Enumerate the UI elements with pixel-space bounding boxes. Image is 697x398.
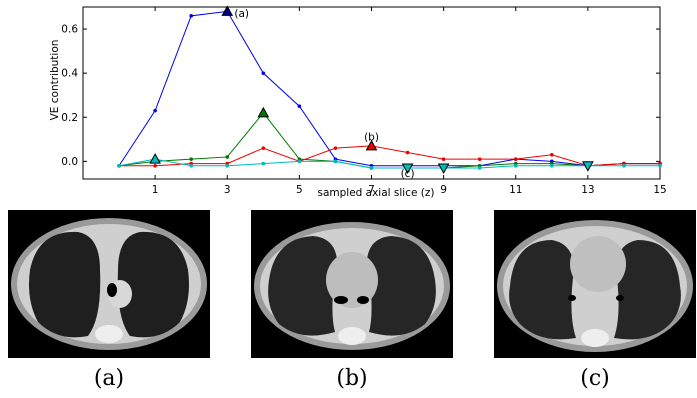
ct-image-c: [494, 210, 696, 358]
data-point: [189, 163, 193, 168]
triangle-marker: [149, 153, 161, 164]
y-tick-label: 0.0: [61, 156, 78, 168]
data-point: [189, 14, 193, 18]
caption-a: (a): [93, 366, 125, 391]
data-point: [405, 150, 410, 155]
data-point: [513, 163, 518, 168]
caption-c: (c): [580, 366, 610, 391]
ct-lung-slice-upper-icon: [8, 210, 210, 358]
x-tick-label: 3: [224, 184, 231, 196]
series-line-0: [118, 10, 660, 167]
x-tick-label: 9: [440, 184, 447, 196]
caption-b: (b): [336, 366, 368, 391]
data-point: [513, 157, 518, 161]
triangle-marker: [257, 106, 270, 118]
data-point: [550, 152, 554, 157]
x-tick-label: 15: [653, 184, 666, 196]
y-tick-label: 0.2: [61, 112, 78, 124]
ct-image-a: [8, 210, 210, 358]
annotations: (a) (b) (c): [234, 8, 414, 180]
data-point: [261, 71, 266, 75]
x-tick-label: 7: [368, 184, 375, 196]
data-point: [477, 157, 482, 161]
triangle-marker: [582, 161, 594, 172]
ct-image-b: [251, 210, 453, 358]
line-chart: 1 3 5 7 9 11 13 150.00.20.40.6 (a)(b)(c) sample…: [49, 5, 667, 199]
y-tick-label: 0.6: [61, 24, 78, 36]
data-point: [622, 163, 626, 168]
data-point: [297, 104, 302, 109]
series-lines: [118, 10, 660, 169]
data-point: [189, 157, 193, 161]
data-point: [297, 159, 302, 164]
y-tick-label: 0.4: [61, 68, 78, 80]
plot-area-frame: [82, 6, 661, 180]
x-tick-label: 13: [581, 184, 594, 196]
ct-lung-slice-lower-icon: [494, 210, 696, 358]
ct-lung-slice-middle-icon: [251, 210, 453, 358]
y-axis-label: VE contribution: [49, 40, 61, 121]
series-markers: [117, 5, 662, 175]
data-point: [658, 163, 662, 168]
series-line-1: [119, 112, 660, 169]
data-point: [261, 146, 266, 150]
triangle-marker: [365, 139, 378, 151]
series-line-3: [118, 158, 660, 169]
data-point: [225, 155, 230, 159]
data-point: [117, 163, 121, 168]
annotation-label: (b): [364, 131, 379, 143]
plot-frame: [82, 6, 661, 180]
annotation-label: (a): [234, 8, 249, 20]
data-point: [333, 146, 338, 150]
axis-ticks: 1 3 5 7 9 11 13 150.00.20.40.6: [61, 7, 667, 196]
series-line-2: [119, 145, 660, 167]
data-point: [477, 166, 482, 170]
data-point: [369, 166, 374, 170]
x-tick-label: 5: [296, 184, 303, 196]
data-point: [441, 157, 446, 161]
data-point: [153, 108, 157, 113]
x-axis-label: sampled axial slice (z): [317, 187, 434, 199]
data-point: [333, 159, 338, 164]
x-tick-label: 11: [509, 184, 522, 196]
data-point: [153, 163, 157, 168]
x-tick-label: 1: [152, 184, 159, 196]
annotation-label: (c): [401, 168, 415, 180]
data-point: [261, 161, 266, 166]
triangle-marker: [401, 163, 414, 175]
data-point: [225, 163, 230, 168]
triangle-marker: [437, 163, 450, 175]
data-point: [550, 163, 554, 168]
